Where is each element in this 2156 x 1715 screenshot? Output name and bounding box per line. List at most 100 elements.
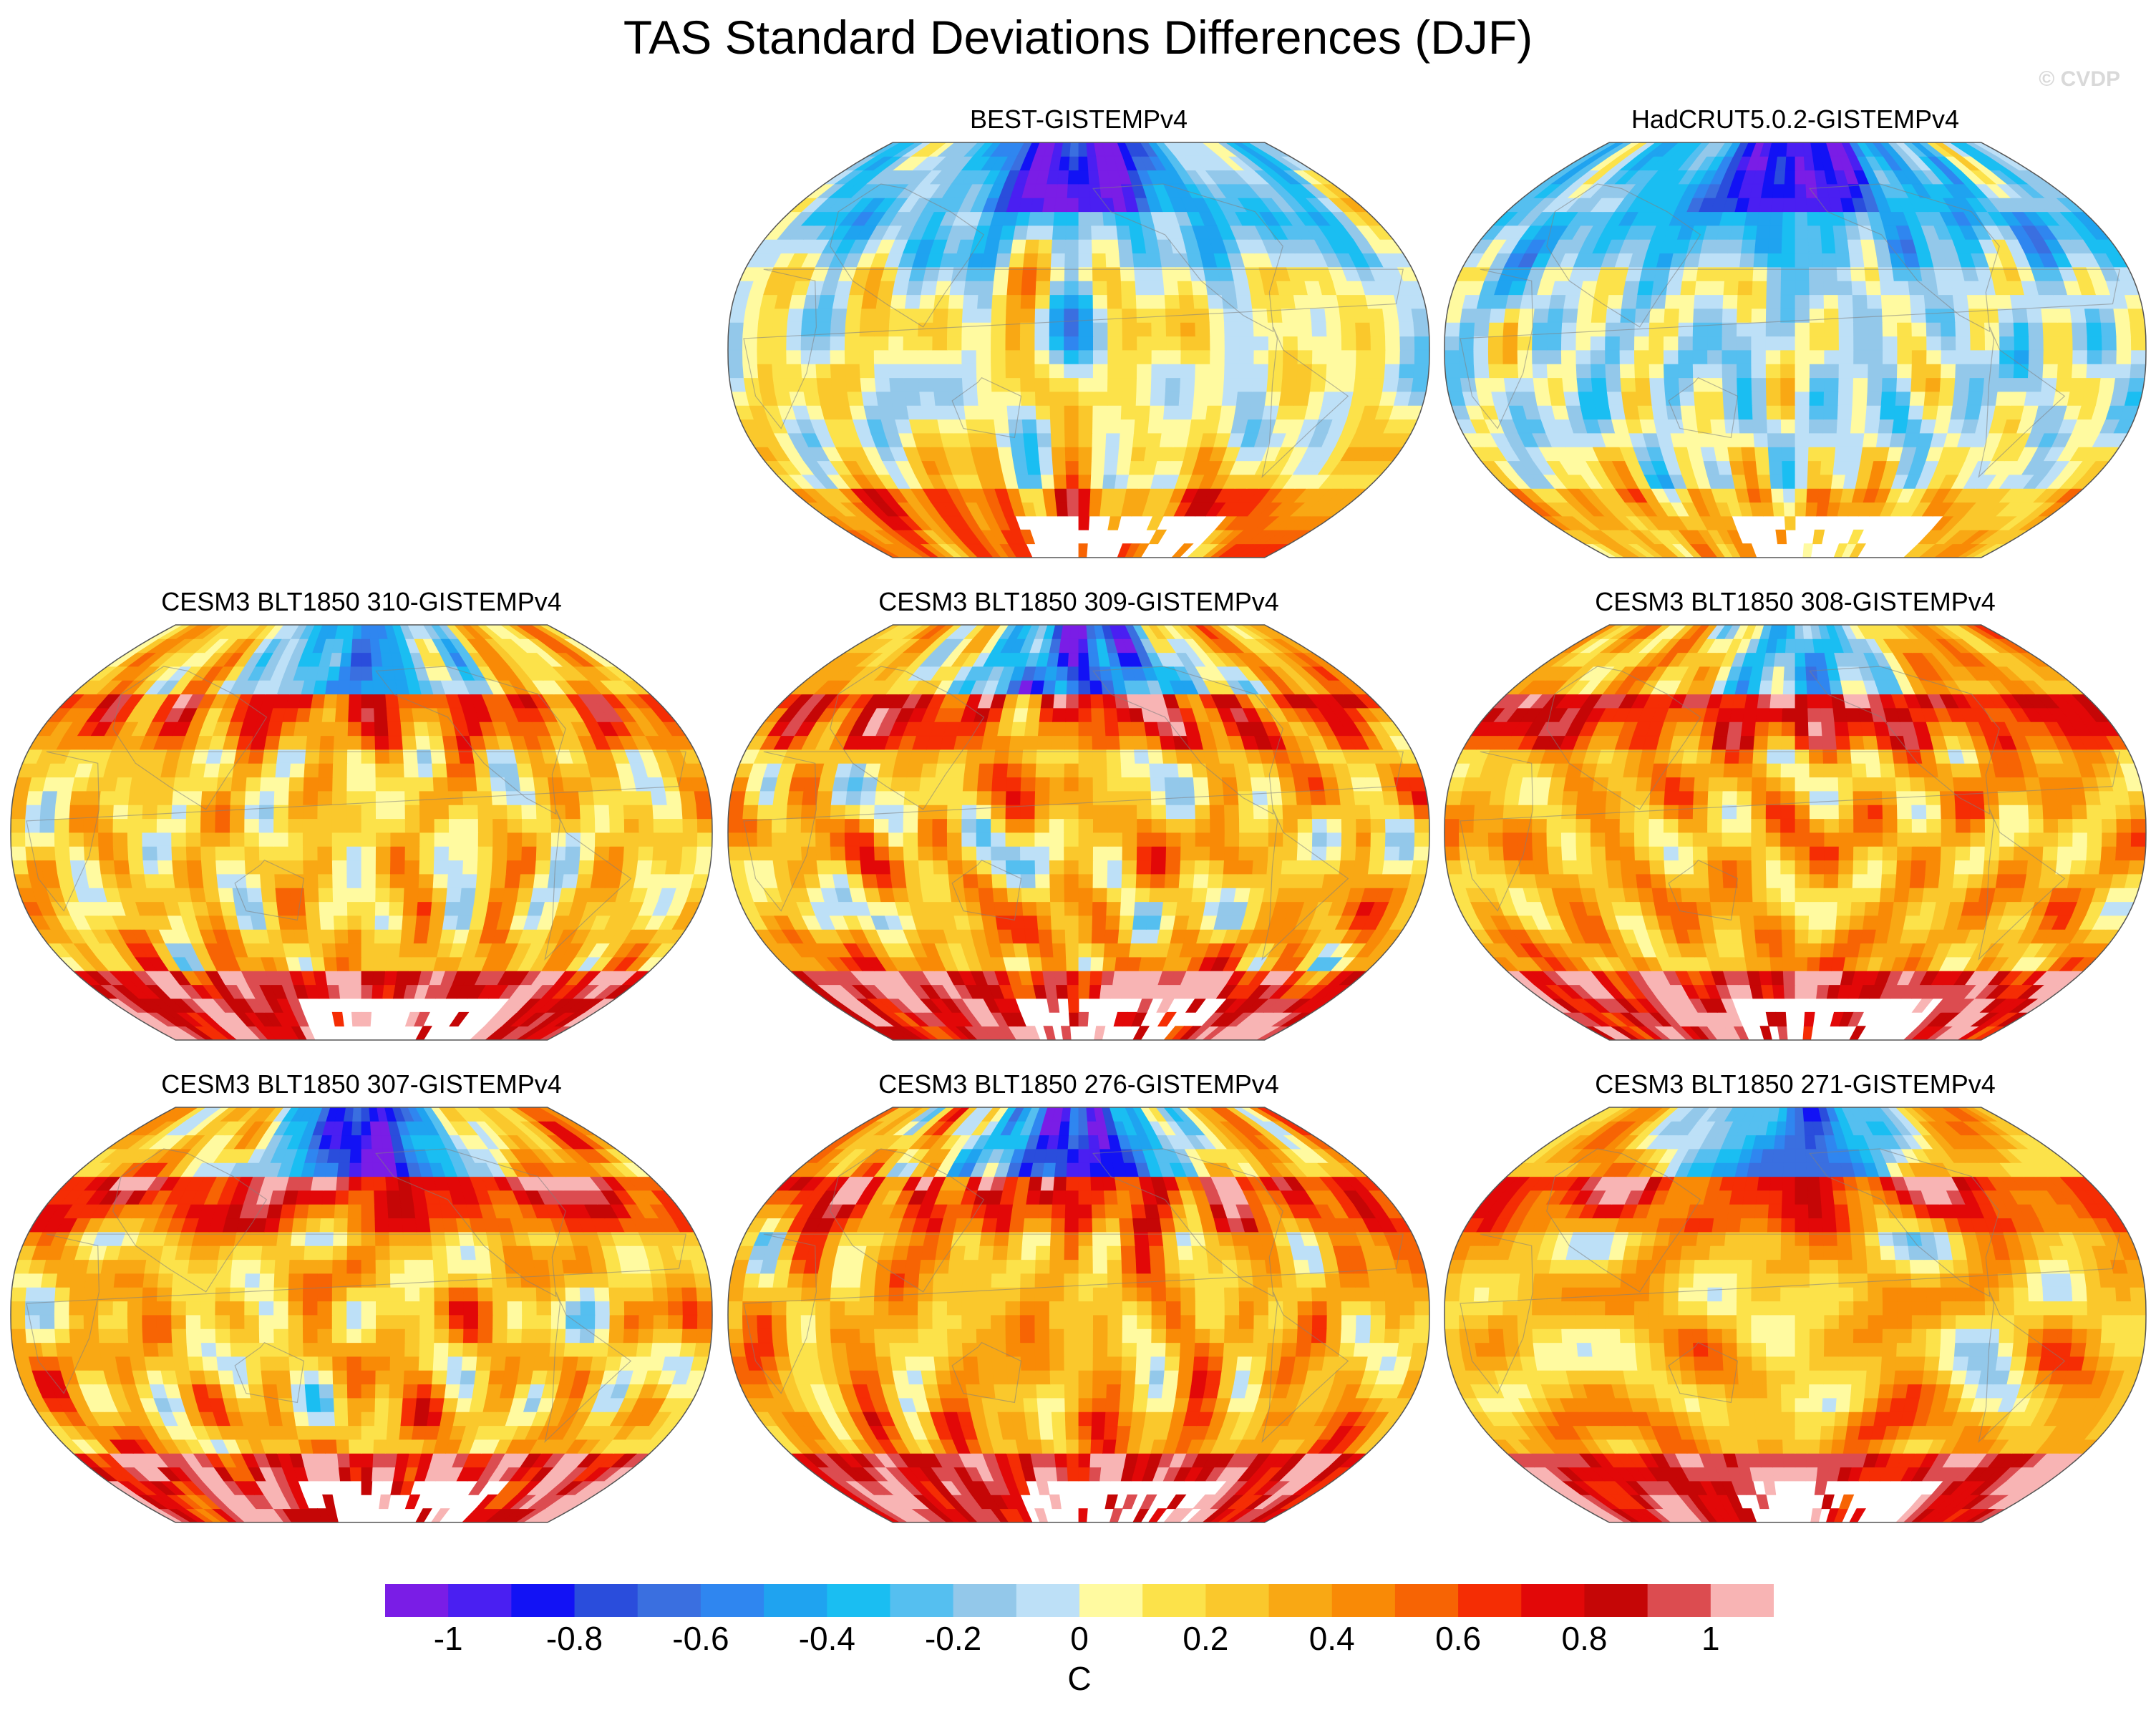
- field-cell: [1767, 238, 1783, 254]
- field-cell: [1064, 391, 1079, 406]
- field-cell: [1636, 142, 1665, 157]
- field-cell: [1340, 321, 1357, 337]
- field-cell: [1833, 142, 1849, 157]
- field-cell: [696, 804, 712, 820]
- field-cell: [1664, 377, 1680, 392]
- field-cell: [937, 901, 955, 916]
- field-cell: [490, 873, 507, 888]
- field-cell: [1609, 142, 1641, 157]
- field-cell: [1102, 211, 1117, 226]
- field-cell: [306, 735, 321, 750]
- field-cell: [1208, 308, 1225, 323]
- field-cell: [1370, 818, 1387, 833]
- field-cell: [1489, 377, 1507, 392]
- field-cell: [361, 721, 376, 737]
- field-cell: [1078, 543, 1088, 558]
- field-cell: [1019, 845, 1036, 861]
- field-cell: [389, 887, 405, 903]
- field-cell: [1049, 860, 1065, 875]
- field-cell: [99, 860, 116, 875]
- field-cell: [1024, 446, 1040, 462]
- field-cell: [1093, 818, 1109, 833]
- field-cell: [1209, 845, 1225, 861]
- field-cell: [1191, 280, 1208, 296]
- field-cell: [1150, 860, 1167, 875]
- field-cell: [1865, 280, 1882, 296]
- field-cell: [666, 845, 684, 861]
- field-cell: [1040, 956, 1055, 971]
- field-cell: [229, 845, 246, 861]
- field-cell: [415, 735, 432, 750]
- field-cell: [1399, 845, 1415, 861]
- field-cell: [491, 790, 508, 805]
- field-cell: [917, 349, 933, 364]
- field-cell: [1737, 280, 1754, 296]
- field-cell: [1997, 308, 2014, 323]
- field-cell: [331, 860, 348, 875]
- field-cell: [1825, 142, 1840, 157]
- field-cell: [303, 790, 319, 805]
- field-cell: [1384, 804, 1401, 820]
- field-cell: [1339, 377, 1356, 392]
- field-cell: [415, 1026, 433, 1040]
- field-cell: [293, 928, 310, 944]
- field-cell: [1780, 419, 1796, 434]
- field-cell: [433, 790, 450, 805]
- field-cell: [317, 804, 333, 820]
- field-cell: [961, 832, 977, 847]
- field-cell: [1120, 404, 1137, 420]
- field-cell: [997, 446, 1014, 462]
- field-cell: [771, 349, 787, 364]
- field-cell: [1770, 487, 1784, 503]
- continent-outline: [1092, 183, 1283, 333]
- field-cell: [404, 804, 421, 820]
- field-cell: [2087, 349, 2103, 364]
- field-cell: [1101, 197, 1115, 213]
- field-cell: [946, 845, 963, 861]
- field-cell: [1067, 984, 1079, 999]
- field-cell: [1180, 349, 1196, 364]
- field-cell: [1780, 280, 1796, 296]
- field-cell: [1880, 294, 1897, 309]
- field-cell: [1341, 336, 1357, 351]
- field-cell: [1023, 432, 1039, 447]
- field-cell: [1353, 308, 1371, 323]
- field-cell: [2115, 321, 2132, 337]
- field-cell: [786, 363, 802, 379]
- field-cell: [844, 336, 860, 351]
- field-cell: [990, 142, 1010, 157]
- field-cell: [39, 832, 56, 847]
- field-cell: [1034, 294, 1051, 309]
- field-cell: [2009, 294, 2027, 309]
- field-cell: [652, 804, 669, 820]
- field-cell: [142, 860, 160, 875]
- field-cell: [388, 915, 404, 930]
- field-cell: [1223, 377, 1240, 392]
- field-cell: [1089, 197, 1104, 213]
- field-cell: [1089, 970, 1104, 986]
- field-cell: [1238, 336, 1255, 351]
- field-cell: [1561, 363, 1578, 379]
- field-cell: [1887, 142, 1910, 157]
- field-cell: [1132, 432, 1149, 447]
- field-cell: [331, 818, 348, 833]
- field-cell: [2116, 336, 2132, 351]
- field-cell: [127, 832, 143, 847]
- field-cell: [845, 845, 861, 861]
- field-cell: [1966, 391, 1984, 406]
- field-cell: [331, 790, 348, 805]
- field-cell: [1025, 1026, 1041, 1040]
- field-cell: [1753, 253, 1769, 268]
- field-cell: [260, 777, 276, 792]
- field-cell: [1502, 336, 1518, 351]
- field-cell: [1104, 446, 1120, 462]
- field-cell: [1838, 363, 1855, 379]
- field-cell: [460, 887, 477, 903]
- field-cell: [1194, 308, 1210, 323]
- field-cell: [1999, 321, 2015, 337]
- field-cell: [1049, 280, 1065, 296]
- field-cell: [1054, 487, 1068, 503]
- field-cell: [1078, 845, 1094, 861]
- field-cell: [981, 915, 999, 930]
- field-cell: [1340, 363, 1357, 379]
